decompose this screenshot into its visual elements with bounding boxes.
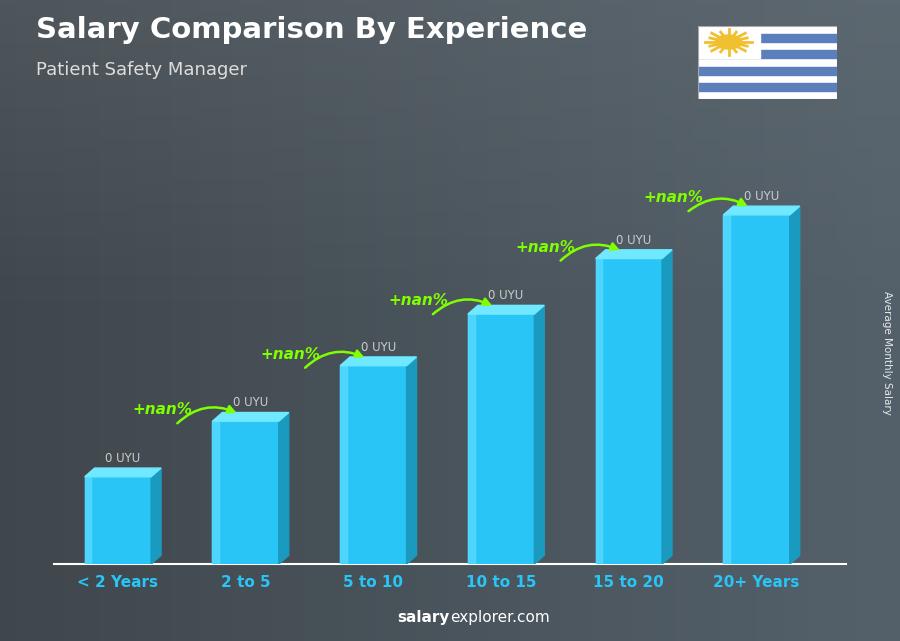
Text: +nan%: +nan% [644, 190, 704, 205]
Bar [468, 314, 474, 564]
Polygon shape [85, 468, 161, 477]
Text: explorer.com: explorer.com [450, 610, 550, 625]
Polygon shape [151, 468, 161, 564]
Text: +nan%: +nan% [388, 293, 448, 308]
Text: Average Monthly Salary: Average Monthly Salary [881, 290, 892, 415]
Text: 0 UYU: 0 UYU [616, 233, 652, 247]
Bar [85, 477, 151, 564]
Polygon shape [662, 250, 672, 564]
Bar [698, 50, 837, 58]
Bar [340, 365, 407, 564]
Polygon shape [468, 305, 544, 314]
Circle shape [716, 35, 742, 49]
Polygon shape [279, 413, 289, 564]
Polygon shape [340, 357, 417, 365]
Bar [596, 258, 602, 564]
Polygon shape [535, 305, 544, 564]
Text: 0 UYU: 0 UYU [105, 452, 140, 465]
Bar [212, 421, 279, 564]
Bar [724, 215, 790, 564]
Text: +nan%: +nan% [516, 240, 576, 254]
Text: 0 UYU: 0 UYU [744, 190, 779, 203]
Text: Salary Comparison By Experience: Salary Comparison By Experience [36, 16, 587, 44]
Bar [724, 215, 730, 564]
Bar [468, 314, 535, 564]
Text: 0 UYU: 0 UYU [489, 289, 524, 302]
Polygon shape [596, 250, 672, 258]
Polygon shape [724, 206, 800, 215]
Polygon shape [407, 357, 417, 564]
Bar [698, 26, 760, 58]
Bar [698, 34, 837, 42]
Text: salary: salary [398, 610, 450, 625]
Text: 0 UYU: 0 UYU [233, 396, 268, 410]
Bar [85, 477, 91, 564]
Text: 0 UYU: 0 UYU [361, 341, 396, 354]
Text: Patient Safety Manager: Patient Safety Manager [36, 61, 247, 79]
Bar [698, 83, 837, 91]
Bar [596, 258, 662, 564]
Bar [340, 365, 346, 564]
Bar [212, 421, 219, 564]
Polygon shape [212, 413, 289, 421]
Text: +nan%: +nan% [260, 347, 320, 362]
Text: +nan%: +nan% [132, 403, 193, 417]
Polygon shape [790, 206, 800, 564]
Bar [698, 67, 837, 75]
